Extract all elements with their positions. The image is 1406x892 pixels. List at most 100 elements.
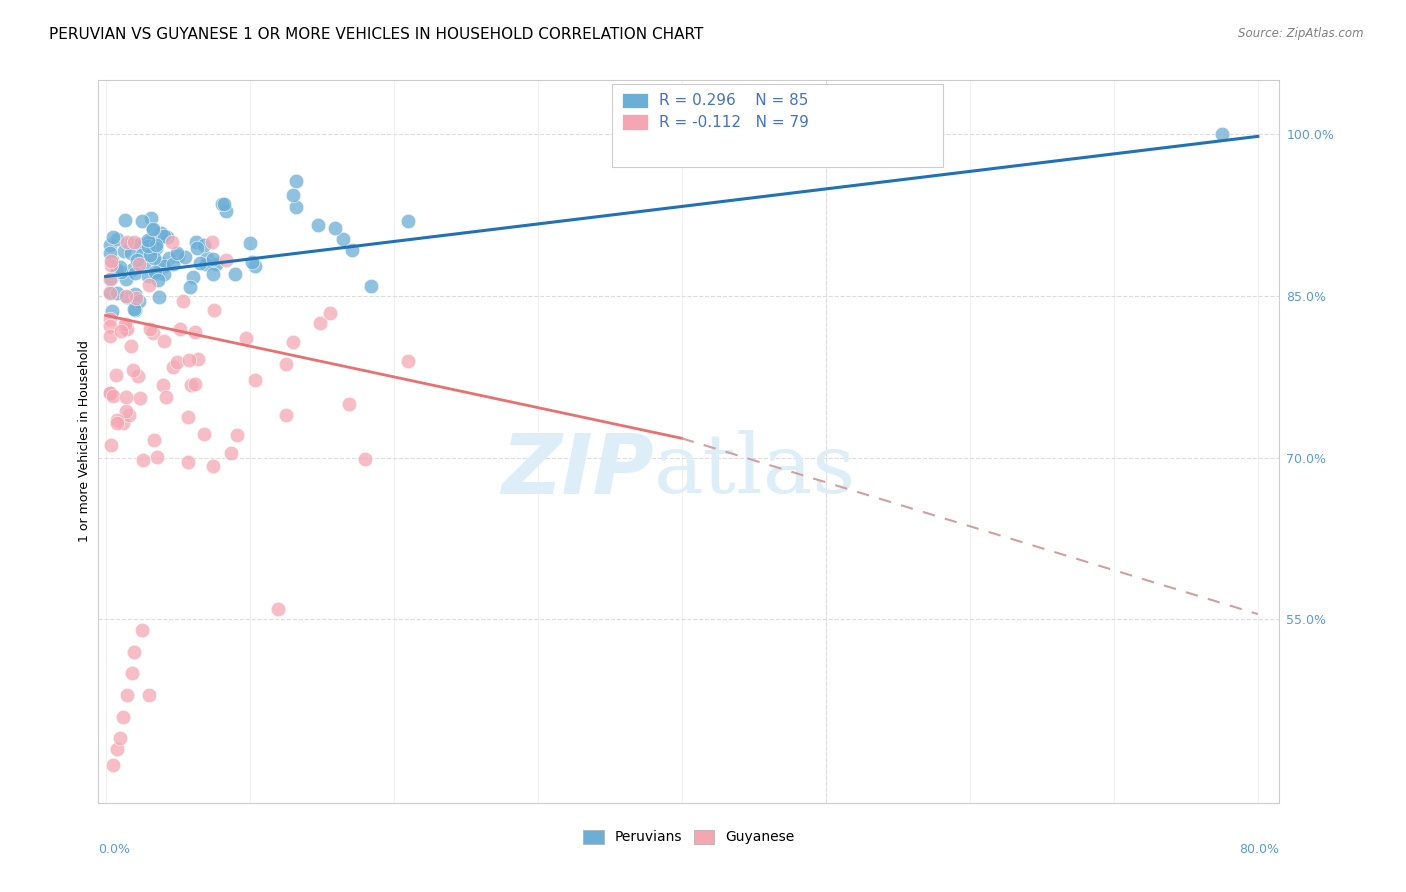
Point [124, 645, 146, 659]
Point [101, 252, 124, 267]
Text: 0.0%: 0.0% [98, 843, 131, 855]
Point [219, 446, 242, 460]
Point [98, 311, 121, 326]
Point [307, 218, 329, 232]
Point [100, 253, 122, 268]
Point [115, 290, 138, 304]
Point [122, 362, 145, 376]
Point [332, 232, 354, 246]
Point [112, 417, 135, 431]
Point [142, 233, 165, 247]
Point [202, 458, 225, 473]
Point [118, 409, 141, 423]
Point [148, 273, 170, 287]
Point [132, 258, 155, 272]
Point [120, 339, 142, 353]
Point [98, 318, 121, 333]
Point [110, 265, 132, 279]
Point [142, 326, 165, 340]
Point [186, 241, 208, 255]
Point [114, 213, 136, 227]
Point [142, 223, 165, 237]
Point [166, 246, 188, 260]
Point [283, 188, 305, 202]
Point [124, 302, 146, 317]
Point [274, 409, 297, 423]
Point [153, 229, 176, 244]
Point [115, 688, 138, 702]
Point [153, 267, 176, 281]
Point [197, 251, 219, 265]
Point [285, 200, 308, 214]
Point [276, 357, 298, 371]
Point [187, 351, 209, 366]
Y-axis label: 1 or more Vehicles in Household: 1 or more Vehicles in Household [79, 341, 91, 542]
Point [337, 396, 360, 410]
Point [136, 238, 159, 252]
Point [145, 237, 167, 252]
Point [152, 378, 174, 392]
Point [138, 235, 160, 249]
Text: R = -0.112   N = 79: R = -0.112 N = 79 [659, 115, 810, 129]
Point [215, 252, 238, 267]
Point [108, 260, 131, 275]
Point [115, 235, 138, 249]
Point [121, 666, 143, 681]
Point [184, 377, 207, 392]
Point [143, 433, 166, 447]
Point [124, 266, 146, 280]
Point [107, 413, 129, 427]
Point [108, 731, 131, 745]
Point [136, 269, 159, 284]
Point [98, 286, 121, 301]
Point [226, 428, 249, 442]
Point [202, 302, 225, 317]
Point [125, 292, 148, 306]
Point [136, 233, 159, 247]
Point [128, 294, 150, 309]
Point [120, 236, 142, 251]
Point [201, 252, 224, 266]
Point [157, 251, 180, 265]
Point [114, 317, 136, 331]
FancyBboxPatch shape [621, 114, 648, 130]
Point [201, 235, 224, 249]
Point [162, 257, 184, 271]
Point [284, 174, 307, 188]
Point [176, 454, 198, 468]
Point [156, 230, 179, 244]
Point [177, 409, 200, 424]
Point [98, 272, 121, 286]
Text: atlas: atlas [654, 431, 856, 510]
Point [319, 306, 342, 320]
Point [174, 250, 197, 264]
Point [100, 438, 122, 452]
Point [148, 289, 170, 303]
Point [166, 355, 188, 369]
Point [103, 229, 125, 244]
Legend: Peruvians, Guyanese: Peruvians, Guyanese [578, 824, 800, 850]
Point [111, 709, 134, 723]
Point [143, 265, 166, 279]
Point [153, 334, 176, 349]
Point [325, 220, 347, 235]
Point [281, 334, 304, 349]
Point [141, 211, 163, 225]
Point [195, 257, 218, 271]
Point [121, 261, 143, 276]
Point [167, 249, 190, 263]
Point [100, 304, 122, 318]
Point [101, 389, 124, 403]
Point [142, 222, 165, 236]
Point [240, 254, 263, 268]
Point [100, 272, 122, 286]
Point [184, 325, 207, 339]
Point [188, 256, 211, 270]
Point [162, 235, 184, 249]
Point [129, 391, 152, 405]
Point [267, 601, 290, 615]
Point [139, 321, 162, 335]
Point [110, 324, 132, 338]
Point [169, 322, 191, 336]
Point [131, 214, 153, 228]
